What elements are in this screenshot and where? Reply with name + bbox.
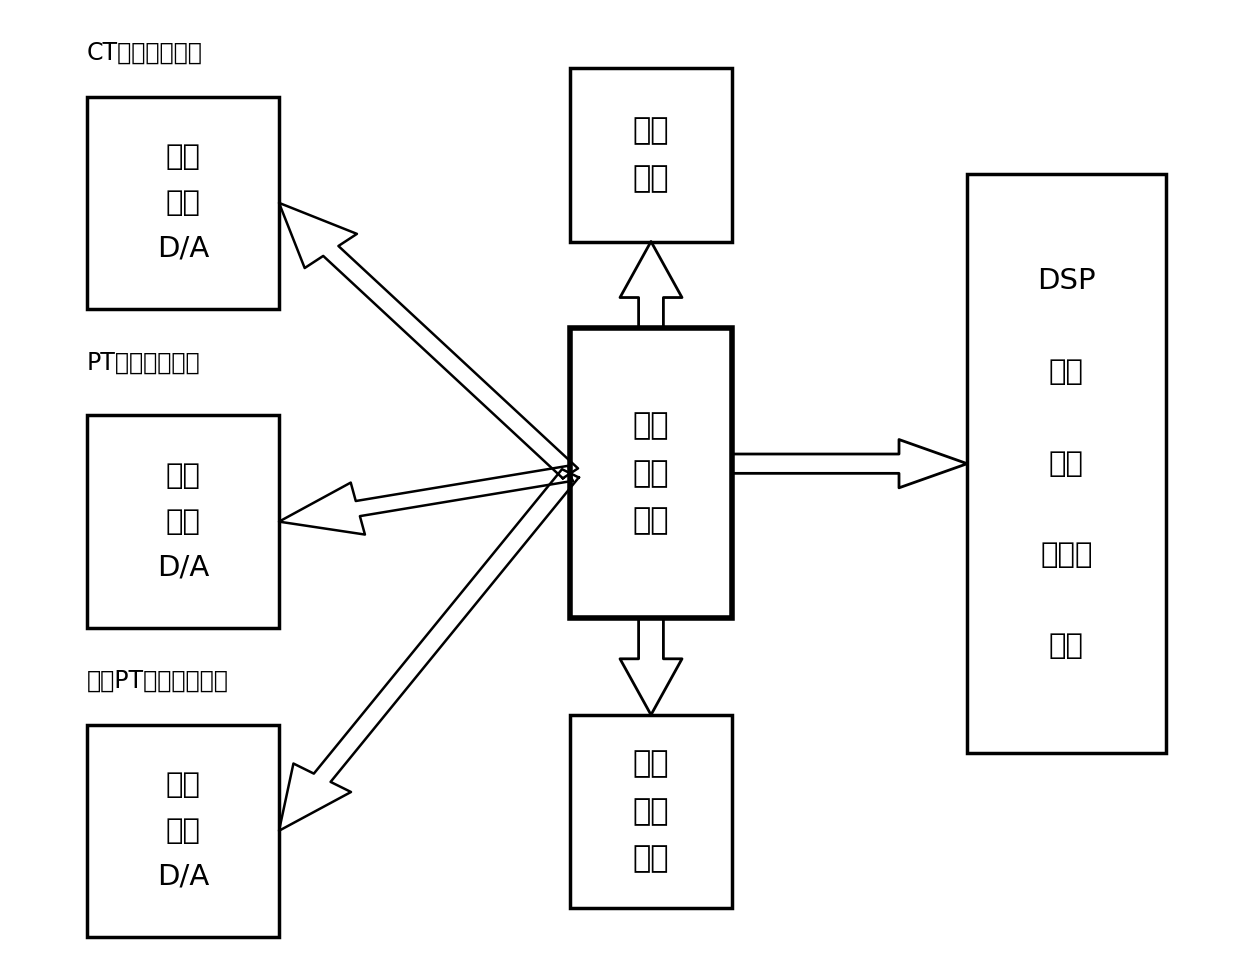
Bar bbox=[87, 724, 279, 937]
Bar bbox=[570, 715, 732, 908]
Polygon shape bbox=[620, 242, 682, 298]
Bar bbox=[967, 174, 1166, 753]
Text: 隔离
滤波
D/A: 隔离 滤波 D/A bbox=[156, 771, 210, 891]
Text: 备用PT数据采集单元: 备用PT数据采集单元 bbox=[87, 669, 228, 693]
Polygon shape bbox=[732, 440, 967, 488]
Bar bbox=[570, 328, 732, 618]
Polygon shape bbox=[279, 466, 573, 534]
Text: DSP

数字

信号

处理器

单元: DSP 数字 信号 处理器 单元 bbox=[1037, 268, 1096, 660]
Polygon shape bbox=[279, 469, 579, 831]
Text: 隔离
滤波
D/A: 隔离 滤波 D/A bbox=[156, 462, 210, 582]
Polygon shape bbox=[620, 659, 682, 715]
Text: 报警
输出
单元: 报警 输出 单元 bbox=[632, 750, 670, 873]
Bar bbox=[87, 415, 279, 628]
Text: CT数据采集单元: CT数据采集单元 bbox=[87, 42, 202, 65]
Bar bbox=[570, 68, 732, 242]
Polygon shape bbox=[279, 203, 578, 478]
Text: 辅助
电源
单元: 辅助 电源 单元 bbox=[632, 412, 670, 535]
Text: PT数据采集单元: PT数据采集单元 bbox=[87, 351, 201, 374]
Bar bbox=[87, 97, 279, 309]
Bar bbox=[639, 618, 663, 659]
Text: 通信
单元: 通信 单元 bbox=[632, 116, 670, 193]
Bar bbox=[639, 298, 663, 328]
Text: 隔离
滤波
D/A: 隔离 滤波 D/A bbox=[156, 143, 210, 263]
